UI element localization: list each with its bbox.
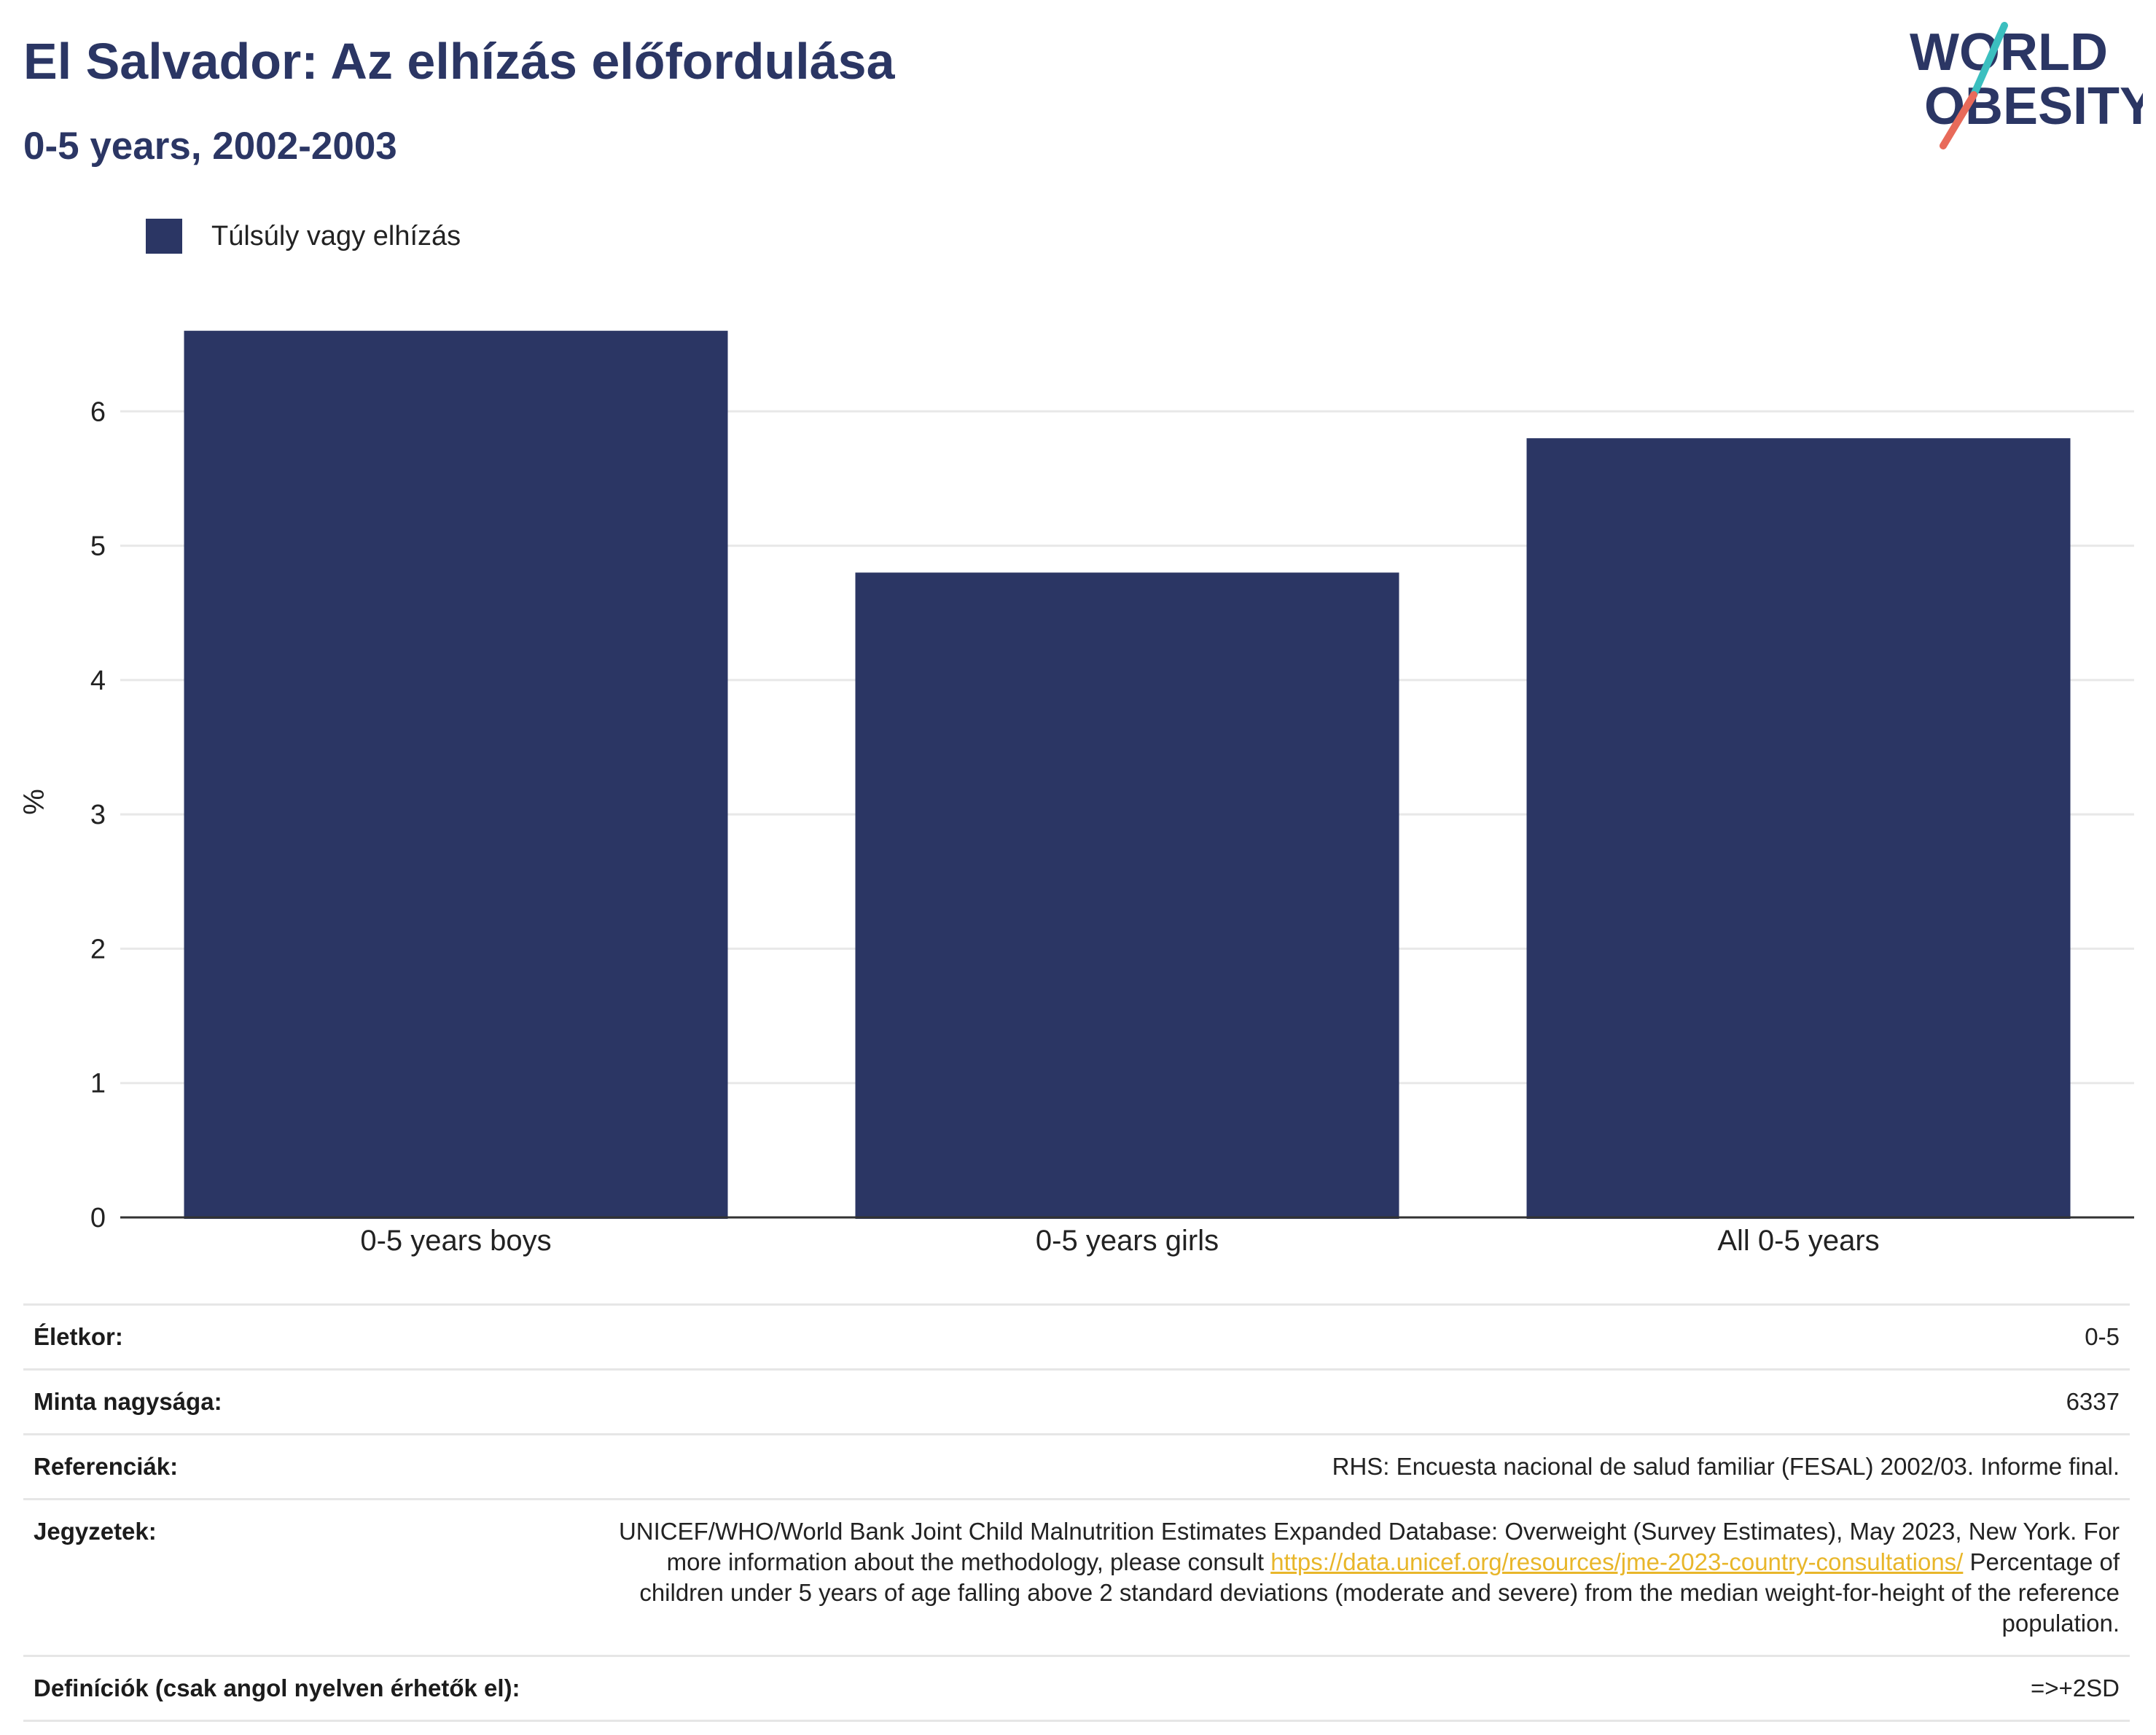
chart-subtitle: 0-5 years, 2002-2003 xyxy=(23,125,397,168)
notes-label: Jegyzetek: xyxy=(34,1518,157,1545)
notes-text-2: Percentage of children under 5 years of … xyxy=(639,1548,2120,1637)
y-axis-label: % xyxy=(18,789,50,815)
logo-text-world: WORLD xyxy=(1910,23,2108,82)
info-row-definitions: Definíciók (csak angol nyelven érhetők e… xyxy=(23,1655,2130,1722)
x-tick-label: All 0-5 years xyxy=(1717,1225,1879,1257)
y-tick-label: 3 xyxy=(90,800,106,830)
axes: 0 1 2 3 4 5 6 0-5 years boys 0-5 years girls All … xyxy=(90,397,2134,1257)
bar-chart: 0 1 2 3 4 5 6 0-5 years boys 0-5 years girls All … xyxy=(18,330,2134,1257)
info-row-references: Referenciák: RHS: Encuesta nacional de s… xyxy=(23,1433,2130,1498)
logo-slash-bottom xyxy=(1940,91,1977,149)
y-tick-label: 2 xyxy=(90,934,106,964)
y-tick-label: 4 xyxy=(90,666,106,696)
x-tick-label: 0-5 years boys xyxy=(360,1225,551,1257)
notes-value: UNICEF/WHO/World Bank Joint Child Malnut… xyxy=(589,1516,2120,1639)
sample-label: Minta nagysága: xyxy=(34,1388,222,1415)
notes-link[interactable]: https://data.unicef.org/resources/jme-20… xyxy=(1270,1548,1964,1575)
world-obesity-logo: WORLD OBESITY xyxy=(1910,22,2143,149)
legend-label: Túlsúly vagy elhízás xyxy=(211,220,461,252)
info-row-age: Életkor: 0-5 xyxy=(23,1303,2130,1368)
bars xyxy=(184,330,2071,1219)
bar xyxy=(855,572,1399,1219)
references-value: RHS: Encuesta nacional de salud familiar… xyxy=(1332,1453,2120,1480)
logo-text-obesity: OBESITY xyxy=(1924,77,2143,136)
y-tick-label: 5 xyxy=(90,531,106,562)
legend-swatch xyxy=(146,219,182,254)
references-label: Referenciák: xyxy=(34,1453,179,1480)
bar xyxy=(1526,438,2071,1219)
notes-text-1: UNICEF/WHO/World Bank Joint Child Malnut… xyxy=(618,1518,2120,1575)
info-row-sample: Minta nagysága: 6337 xyxy=(23,1368,2130,1433)
y-tick-label: 1 xyxy=(90,1069,106,1099)
info-table: Életkor: 0-5 Minta nagysága: 6337 Refere… xyxy=(23,1303,2130,1722)
definitions-label: Definíciók (csak angol nyelven érhetők e… xyxy=(34,1674,520,1701)
x-tick-label: 0-5 years girls xyxy=(1036,1225,1219,1257)
y-tick-label: 0 xyxy=(90,1203,106,1233)
y-tick-label: 6 xyxy=(90,397,106,427)
logo-slash-top xyxy=(1970,22,2008,98)
definitions-value: =>+2SD xyxy=(2030,1674,2120,1701)
chart-legend: Túlsúly vagy elhízás xyxy=(146,217,461,255)
age-value: 0-5 xyxy=(2085,1323,2120,1350)
info-row-notes: Jegyzetek: UNICEF/WHO/World Bank Joint C… xyxy=(23,1498,2130,1655)
sample-value: 6337 xyxy=(2066,1388,2120,1415)
age-label: Életkor: xyxy=(34,1323,123,1350)
chart-title: El Salvador: Az elhízás előfordulása xyxy=(23,33,895,90)
bar xyxy=(184,330,728,1219)
